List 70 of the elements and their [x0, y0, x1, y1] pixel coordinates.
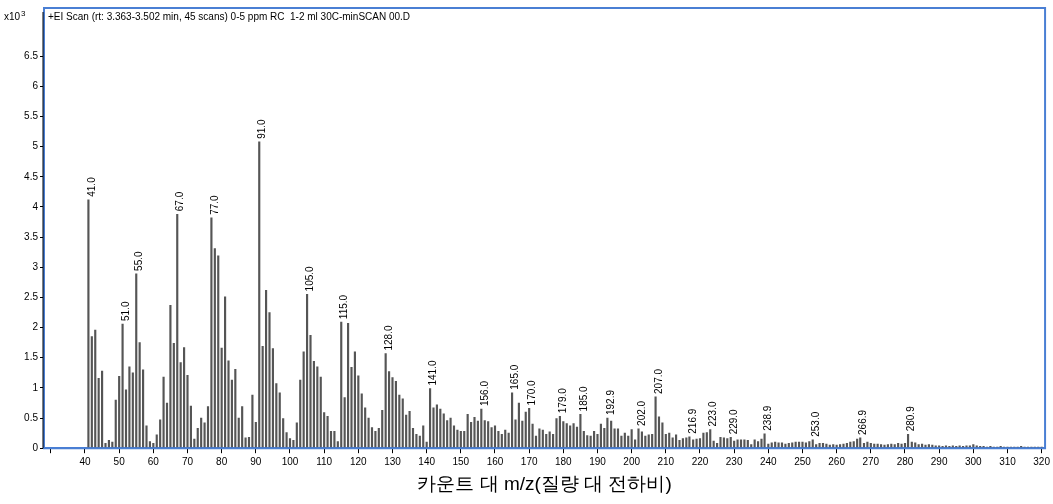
annotation: 91.0: [256, 118, 268, 139]
y-tick-label: 6: [32, 80, 39, 92]
annotation: 192.9: [604, 389, 616, 416]
annotation: 51.0: [119, 301, 131, 321]
y-tick-label: 0: [32, 441, 39, 453]
annotation: 141.0: [427, 360, 439, 386]
x-tick-label: 240: [759, 455, 778, 467]
x-tick-label: 210: [657, 455, 675, 467]
x-tick-label: 170: [520, 455, 538, 467]
x-tick-label: 160: [486, 455, 504, 467]
annotation: 266.9: [857, 409, 869, 435]
annotation: 105.0: [304, 265, 316, 292]
y-tick-label: 1: [32, 381, 39, 393]
annotation: 253.0: [809, 411, 821, 437]
x-tick-label: 300: [964, 455, 983, 467]
annotation: 156.0: [478, 380, 490, 406]
y-tick-label: 0.5: [24, 411, 39, 423]
y-tick-label: 6.5: [24, 49, 39, 61]
x-tick-label: 250: [794, 455, 812, 467]
x-tick-label: 80: [216, 455, 228, 467]
annotation: 207.0: [652, 368, 664, 394]
annotation: 179.0: [557, 387, 569, 414]
x-tick-label: 320: [1033, 455, 1051, 467]
y-tick-label: 4: [32, 200, 39, 212]
x-tick-label: 60: [147, 455, 160, 467]
x-tick-label: 180: [554, 455, 573, 467]
x-tick-label: 230: [725, 455, 743, 467]
x-tick-label: 90: [250, 455, 262, 467]
x-tick-label: 280: [896, 455, 914, 467]
y-tick-label: 2.5: [24, 291, 39, 303]
annotation: 229.0: [727, 408, 739, 435]
x-tick-label: 270: [862, 455, 880, 467]
x-tick-label: 290: [930, 455, 948, 467]
annotation: 41.0: [85, 176, 97, 197]
annotation: 223.0: [707, 401, 719, 427]
annotation: 67.0: [174, 191, 186, 212]
x-tick-label: 260: [828, 455, 846, 467]
x-axis-title: 카운트 대 m/z(질량 대 전하비): [417, 472, 672, 494]
x-tick-label: 220: [691, 455, 709, 467]
annotation: 238.9: [761, 405, 773, 431]
y-tick-label: 3.5: [24, 230, 39, 242]
y-tick-label: 2: [32, 321, 39, 333]
annotation: 216.9: [686, 408, 698, 434]
annotation: 185.0: [577, 385, 589, 412]
annotation: 128.0: [382, 325, 394, 351]
y-tick-label: 5.5: [24, 110, 39, 122]
annotation: 77.0: [208, 194, 220, 215]
x-tick-label: 70: [181, 455, 194, 467]
x-tick-label: 200: [623, 455, 641, 467]
annotation: 280.9: [905, 405, 917, 432]
x-tick-label: 310: [999, 455, 1017, 467]
chart-title: +EI Scan (rt: 3.363-3.502 min, 45 scans) 0-5 ppm RC 1-2 ml 30C-minSCAN 00.D: [48, 10, 411, 22]
y-tick-label: 1.5: [24, 351, 39, 363]
annotation: 115.0: [338, 294, 350, 320]
y-tick-label: 4.5: [24, 170, 39, 182]
x-tick-label: 110: [316, 455, 333, 467]
x-tick-label: 190: [589, 455, 607, 467]
x-tick-label: 50: [113, 455, 126, 467]
y-tick-label: 5: [32, 140, 39, 152]
x-tick-label: 130: [384, 455, 402, 467]
x-tick-label: 40: [79, 455, 91, 467]
annotation: 202.0: [635, 400, 647, 426]
annotation: 55.0: [133, 251, 145, 271]
x-tick-label: 150: [452, 455, 470, 467]
x-tick-label: 120: [349, 455, 368, 467]
annotation: 170.0: [526, 379, 538, 406]
annotation: 165.0: [509, 364, 521, 390]
x-tick-label: 100: [281, 455, 299, 467]
x-tick-label: 140: [418, 455, 436, 467]
y-tick-label: 3: [32, 261, 39, 273]
